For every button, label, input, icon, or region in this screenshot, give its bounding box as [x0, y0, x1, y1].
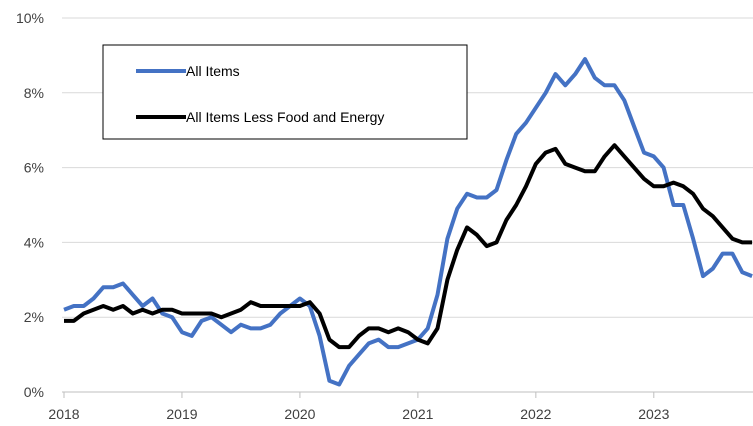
x-tick-label: 2018 — [48, 406, 79, 422]
legend-label-all-items: All Items — [186, 63, 240, 79]
x-axis-tick-labels: 2018 2019 2020 2021 2022 2023 — [48, 406, 669, 422]
y-tick-label: 2% — [24, 309, 44, 325]
x-axis-ticks — [63, 392, 655, 398]
y-axis-tick-labels: 0% 2% 4% 6% 8% 10% — [16, 10, 44, 400]
x-tick-label: 2021 — [402, 406, 433, 422]
legend-label-core: All Items Less Food and Energy — [186, 109, 384, 125]
y-tick-label: 0% — [24, 384, 44, 400]
x-tick-label: 2023 — [638, 406, 669, 422]
legend-box — [102, 44, 468, 140]
x-tick-label: 2022 — [520, 406, 551, 422]
series-line-core — [64, 143, 753, 350]
y-tick-label: 8% — [24, 85, 44, 101]
y-tick-label: 6% — [24, 160, 44, 176]
x-tick-label: 2020 — [284, 406, 315, 422]
series-line-all-items — [63, 57, 753, 387]
y-tick-label: 10% — [16, 10, 44, 26]
series-lines — [63, 57, 753, 387]
legend: All Items All Items Less Food and Energy — [102, 44, 468, 140]
y-tick-label: 4% — [24, 234, 44, 250]
x-tick-label: 2019 — [166, 406, 197, 422]
